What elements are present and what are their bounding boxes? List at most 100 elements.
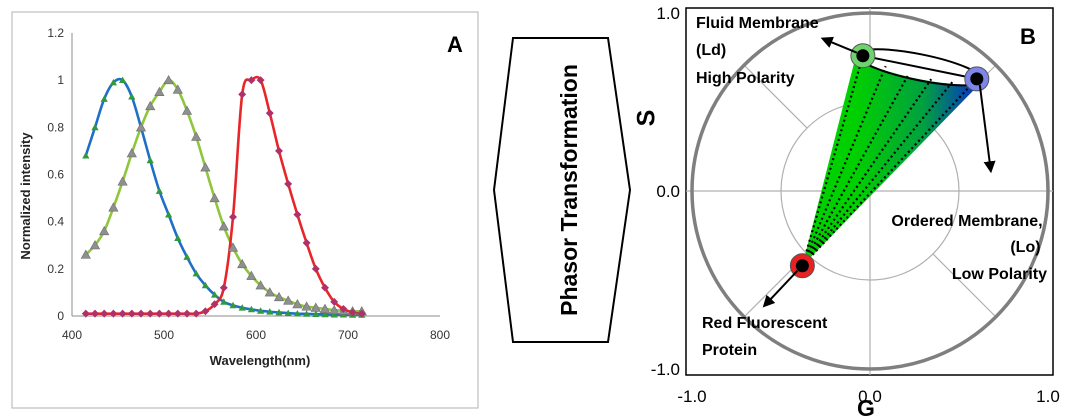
a-series-point-1	[135, 122, 147, 132]
a-series-point-1	[209, 192, 220, 203]
a-series-point-0	[330, 310, 338, 318]
panel-a-label: A	[447, 32, 463, 57]
a-series-point-0	[174, 234, 182, 242]
a-x-tick-label: 800	[430, 328, 450, 342]
a-series-point-1	[292, 298, 303, 309]
transform-arrow-shape	[492, 37, 632, 343]
a-x-tick-label: 500	[154, 328, 174, 342]
a-series-point-0	[146, 156, 154, 164]
a-series-point-1	[126, 148, 137, 158]
a-series-point-1	[255, 280, 266, 290]
annotation-fluid-line3: High Polarity	[696, 70, 795, 87]
a-series-point-0	[275, 308, 283, 316]
a-series-point-2	[357, 309, 366, 318]
a-series-point-2	[293, 210, 302, 219]
annotation-rfp: Red Fluorescent Protein	[702, 315, 832, 359]
a-series-point-0	[192, 269, 200, 277]
annotation-ordered: Ordered Membrane, (Lo) Low Polarity	[891, 213, 1047, 283]
a-series-point-2	[127, 309, 136, 318]
panel-a: A 400 500 600 700 800 0 0.2 0.4 0.6 0.8 1 1.2 Wavel…	[11, 11, 479, 409]
a-series-point-0	[220, 298, 228, 305]
a-series-point-2	[137, 309, 145, 318]
a-series-point-2	[146, 309, 155, 318]
a-series-point-2	[311, 264, 320, 273]
panel-a-xlabel: Wavelength(nm)	[210, 353, 311, 368]
b-x-tick-label: -1.0	[677, 387, 706, 406]
a-series-point-0	[155, 187, 163, 194]
a-series-point-2	[238, 90, 247, 99]
a-series-point-0	[109, 78, 117, 86]
b-x-tick-label: 1.0	[1036, 387, 1060, 406]
a-y-tick-label: 1	[57, 73, 64, 87]
a-series-point-0	[238, 304, 246, 311]
a-series-point-1	[237, 258, 248, 269]
a-series-point-2	[219, 283, 228, 292]
b-dotted-line	[801, 73, 910, 267]
a-series-point-0	[119, 76, 127, 84]
b-dotted-line	[801, 55, 864, 267]
a-y-tick-label: 1.2	[47, 26, 64, 40]
a-series-point-2	[330, 297, 339, 306]
a-series-point-2	[284, 179, 293, 188]
annotation-ordered-line2: (Lo)	[1010, 239, 1040, 256]
b-point-0	[856, 49, 870, 63]
panel-b-label: B	[1020, 24, 1036, 49]
b-arrow-rfp	[762, 270, 799, 308]
a-series-point-1	[145, 100, 156, 111]
b-diagonal-spoke	[743, 64, 808, 129]
a-series-point-2	[210, 300, 219, 309]
a-series-point-1	[283, 295, 294, 305]
a-series-point-0	[165, 210, 173, 218]
b-unit-circle	[690, 11, 1050, 371]
a-series-point-2	[247, 76, 256, 85]
a-series-point-0	[257, 307, 265, 314]
a-series-point-1	[264, 287, 275, 297]
transform-arrow: Phasor Transformation	[492, 37, 632, 343]
a-series-point-2	[173, 309, 182, 318]
annotation-ordered-line1: Ordered Membrane,	[891, 213, 1042, 230]
a-series-point-2	[275, 146, 283, 155]
panel-b-arrows	[762, 36, 996, 308]
a-series-point-1	[329, 304, 340, 315]
a-series-point-2	[183, 309, 191, 318]
a-series-point-0	[100, 95, 108, 102]
a-series-point-1	[117, 176, 128, 186]
a-series-point-0	[303, 310, 311, 317]
a-series-point-2	[339, 304, 348, 313]
a-series-point-1	[246, 270, 257, 280]
a-series-point-1	[310, 302, 321, 312]
a-y-tick-label: 0.8	[47, 120, 64, 134]
panel-b-ticks: -1.0 0.0 1.0 -1.0 0.0 1.0	[651, 4, 1060, 406]
annotation-rfp-line1: Red Fluorescent	[702, 315, 828, 332]
annotation-fluid-line2: (Ld)	[696, 42, 726, 59]
annotation-fluid-line1: Fluid Membrane	[696, 15, 819, 32]
a-series-point-1	[191, 131, 202, 141]
a-series-point-1	[181, 105, 193, 115]
a-series-point-1	[89, 240, 101, 250]
a-series-point-0	[229, 301, 237, 309]
panel-b-cone	[801, 48, 984, 267]
a-x-tick-label: 600	[246, 328, 266, 342]
a-series-point-1	[218, 221, 229, 231]
a-series-point-2	[348, 308, 357, 317]
a-x-tick-label: 700	[338, 328, 358, 342]
a-y-tick-label: 0.2	[47, 262, 64, 276]
a-series-point-1	[319, 303, 331, 313]
b-dotted-line	[801, 65, 887, 267]
a-series-point-1	[154, 86, 165, 96]
panel-a-frame	[11, 11, 479, 409]
annotation-ordered-line3: Low Polarity	[952, 266, 1047, 283]
a-series-point-1	[227, 242, 239, 252]
a-series-point-1	[99, 225, 110, 236]
a-series-point-1	[200, 162, 211, 172]
panel-a-axes: 400 500 600 700 800 0 0.2 0.4 0.6 0.8 1 1.2	[47, 26, 450, 342]
panel-b-xlabel: G	[857, 395, 875, 420]
a-series-point-0	[321, 310, 329, 318]
a-series-point-0	[91, 123, 99, 131]
a-y-tick-label: 0	[57, 309, 64, 323]
b-x-tick-label: 0.0	[858, 387, 882, 406]
b-y-tick-label: 1.0	[656, 4, 680, 23]
a-series-point-1	[80, 249, 91, 259]
a-series-point-0	[211, 291, 219, 298]
a-series-point-2	[192, 309, 201, 318]
